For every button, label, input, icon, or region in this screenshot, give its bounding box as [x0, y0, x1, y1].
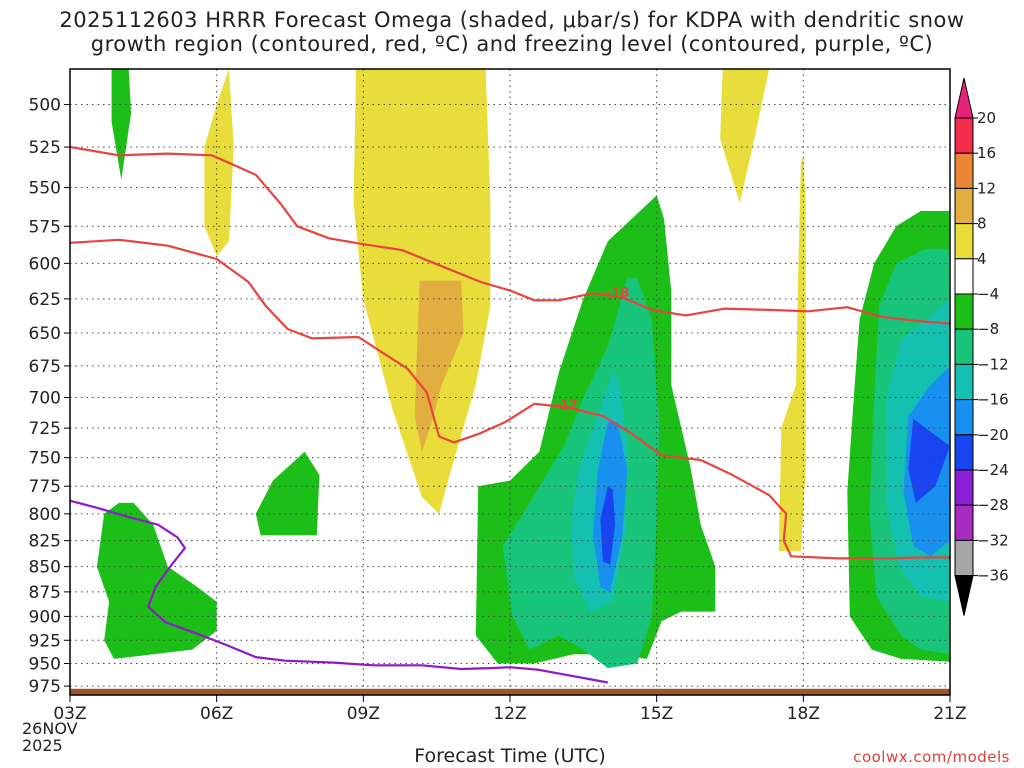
y-tick-label: 900 [29, 607, 61, 627]
colorbar-segment [954, 399, 974, 436]
y-tick-label: 775 [29, 477, 61, 497]
y-tick-label: 650 [29, 324, 61, 344]
y-tick-label: 625 [29, 290, 61, 310]
omega-region-6 [255, 451, 320, 536]
colorbar-label: −36 [977, 567, 1009, 585]
omega-region-0 [204, 69, 234, 256]
y-tick-label: 550 [29, 179, 61, 199]
chart-title: 2025112603 HRRR Forecast Omega (shaded, … [0, 8, 1024, 56]
colorbar: 20 16 12 8 4 −4 −8 −12 −16 −20 −24 −28 −32 −36 [954, 77, 1009, 616]
colorbar-label: 4 [977, 250, 987, 268]
x-tick-label: 21Z [933, 704, 966, 724]
y-tick-label: 675 [29, 357, 61, 377]
y-tick-label: 525 [29, 138, 61, 158]
start-date-day: 26NOV [22, 719, 78, 738]
colorbar-top-arrow [954, 77, 974, 119]
x-tick-label: 15Z [640, 704, 673, 724]
x-axis-title: Forecast Time (UTC) [414, 745, 606, 767]
credit-link[interactable]: coolwx.com/models [853, 748, 1010, 766]
colorbar-label: −24 [977, 461, 1009, 479]
colorbar-label: 16 [977, 144, 996, 162]
omega-region-5 [111, 69, 132, 180]
chart-title-line-1: 2025112603 HRRR Forecast Omega (shaded, … [59, 8, 965, 32]
freezing-level-contour-0 [70, 499, 608, 684]
colorbar-label: −4 [977, 285, 999, 303]
colorbar-segment [954, 504, 974, 541]
omega-region-17 [908, 418, 950, 503]
dgz-contour-label: -12 [554, 398, 578, 413]
start-date-label: 26NOV 2025 [22, 720, 78, 754]
y-tick-label: 750 [29, 449, 61, 469]
grid-layer [70, 69, 950, 695]
colorbar-segment [954, 152, 974, 189]
colorbar-segment [954, 328, 974, 365]
contour-layer: -18 -12 [70, 145, 950, 684]
x-tick-label: 18Z [787, 704, 820, 724]
x-tick-label: 03Z [53, 704, 86, 724]
colorbar-segment [954, 223, 974, 260]
colorbar-label: −20 [977, 426, 1009, 444]
omega-shading-layer [96, 69, 950, 669]
colorbar-label: −28 [977, 496, 1009, 514]
x-axis: 03Z 06Z 09Z 12Z 15Z 18Z 21Z [53, 695, 967, 724]
colorbar-segment [954, 363, 974, 401]
y-tick-label: 975 [29, 677, 61, 697]
colorbar-label: −32 [977, 531, 1009, 549]
colorbar-bottom-arrow [954, 575, 974, 616]
colorbar-segment [954, 469, 974, 506]
colorbar-segment [954, 539, 974, 577]
colorbar-segment [954, 258, 974, 295]
x-tick-label: 12Z [493, 704, 526, 724]
colorbar-label: 12 [977, 179, 996, 197]
y-tick-label: 925 [29, 631, 61, 651]
y-tick-label: 600 [29, 254, 61, 274]
colorbar-label: 8 [977, 215, 987, 233]
dgz-contour--18 [70, 145, 950, 325]
colorbar-label: −8 [977, 320, 999, 338]
y-tick-label: 725 [29, 419, 61, 439]
colorbar-label: 20 [977, 109, 996, 127]
y-tick-label: 500 [29, 96, 61, 116]
y-tick-label: 850 [29, 558, 61, 578]
dgz-contour--12 [70, 238, 950, 560]
omega-region-4 [778, 155, 806, 552]
x-tick-label: 09Z [347, 704, 380, 724]
omega-region-3 [720, 69, 770, 204]
colorbar-label: −12 [977, 355, 1009, 373]
y-tick-label: 950 [29, 654, 61, 674]
ground-fill [70, 688, 950, 695]
x-tick-label: 06Z [200, 704, 233, 724]
y-tick-label: 825 [29, 532, 61, 552]
start-date-year: 2025 [22, 736, 63, 755]
y-tick-label: 700 [29, 389, 61, 409]
y-tick-label: 800 [29, 505, 61, 525]
colorbar-segment [954, 187, 974, 225]
y-tick-label: 575 [29, 217, 61, 237]
colorbar-segment [954, 293, 974, 330]
omega-region-16 [600, 486, 616, 565]
y-tick-label: 875 [29, 583, 61, 603]
chart-title-line-2: growth region (contoured, red, ºC) and f… [90, 32, 934, 56]
dgz-contour-label: -18 [606, 286, 630, 301]
omega-region-7 [96, 502, 217, 659]
colorbar-label: −16 [977, 391, 1009, 409]
colorbar-segment [954, 434, 974, 471]
y-axis: 500 525 550 575 600 625 650 675 700 725 750 775 800 8… [29, 96, 70, 697]
colorbar-segment [954, 117, 974, 154]
